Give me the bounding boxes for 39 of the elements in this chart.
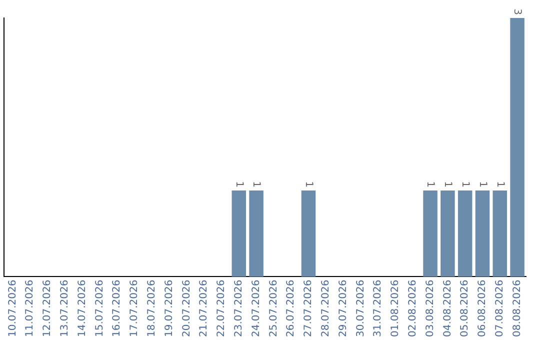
x-tick-label: 29.07.2026 bbox=[338, 280, 349, 338]
x-tick-label: 30.07.2026 bbox=[355, 280, 366, 338]
x-tick-label: 26.07.2026 bbox=[286, 280, 297, 338]
data-label: 1 bbox=[494, 181, 506, 188]
data-label: 1 bbox=[442, 181, 454, 188]
x-tick-label: 04.08.2026 bbox=[442, 280, 454, 338]
x-tick-label: 24.07.2026 bbox=[250, 280, 262, 338]
x-tick-label: 02.08.2026 bbox=[407, 280, 418, 338]
x-tick-label: 17.07.2026 bbox=[129, 280, 140, 338]
x-tick-label: 18.07.2026 bbox=[146, 280, 158, 338]
x-tick-label: 14.07.2026 bbox=[76, 280, 88, 338]
x-tick-label: 10.07.2026 bbox=[7, 280, 18, 338]
x-tick-label: 12.07.2026 bbox=[42, 280, 54, 338]
x-tick-label: 06.08.2026 bbox=[477, 280, 488, 338]
x-tick-label: 21.07.2026 bbox=[198, 280, 210, 338]
x-tick-label: 13.07.2026 bbox=[59, 280, 70, 338]
x-tick-label: 19.07.2026 bbox=[164, 280, 175, 338]
x-tick-label: 01.08.2026 bbox=[390, 280, 402, 338]
x-tick-label: 05.08.2026 bbox=[460, 280, 471, 338]
data-label: 1 bbox=[424, 181, 436, 188]
data-label: 1 bbox=[460, 181, 471, 188]
x-tick-label: 15.07.2026 bbox=[94, 280, 106, 338]
x-tick-label: 03.08.2026 bbox=[424, 280, 436, 338]
x-tick-label: 11.07.2026 bbox=[24, 280, 36, 338]
x-tick-label: 16.07.2026 bbox=[112, 280, 123, 338]
data-label: 1 bbox=[250, 181, 262, 188]
x-tick-label: 27.07.2026 bbox=[303, 280, 314, 338]
data-label: 1 bbox=[233, 181, 244, 188]
x-tick-label: 20.07.2026 bbox=[181, 280, 192, 338]
x-tick-label: 07.08.2026 bbox=[494, 280, 506, 338]
x-tick-label: 28.07.2026 bbox=[320, 280, 332, 338]
x-tick-label: 25.07.2026 bbox=[268, 280, 280, 338]
x-tick-label: 31.07.2026 bbox=[372, 280, 384, 338]
data-label: 1 bbox=[302, 181, 314, 188]
data-label: 3 bbox=[512, 8, 523, 15]
x-tick-label: 22.07.2026 bbox=[216, 280, 228, 338]
x-tick-label: 08.08.2026 bbox=[512, 280, 523, 338]
x-tick-label: 23.07.2026 bbox=[233, 280, 244, 338]
data-label: 1 bbox=[476, 181, 488, 188]
